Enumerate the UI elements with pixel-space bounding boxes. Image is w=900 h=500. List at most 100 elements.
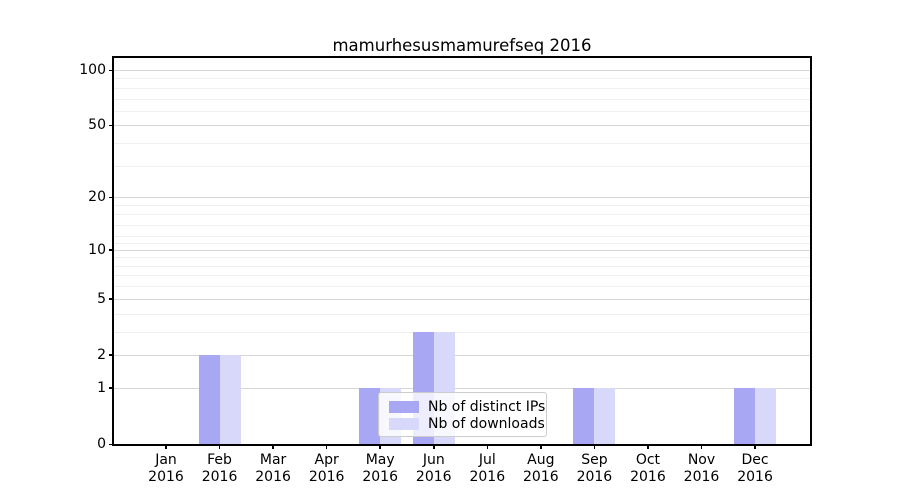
x-tick-label: Oct 2016 <box>606 452 690 486</box>
x-tick-label: Nov 2016 <box>660 452 744 486</box>
y-tick-mark <box>109 387 114 389</box>
gridline-minor <box>114 265 810 267</box>
x-tick-month: Mar <box>259 452 287 468</box>
x-tick-label: Feb 2016 <box>178 452 262 486</box>
x-tick-year: 2016 <box>683 469 720 485</box>
y-tick-label: 50 <box>88 117 106 134</box>
y-tick-label: 0 <box>97 436 106 452</box>
x-tick-year: 2016 <box>255 469 291 485</box>
x-tick-month: Jul <box>478 452 496 468</box>
gridline-minor <box>114 78 810 80</box>
x-tick-mark <box>486 444 489 449</box>
bar-distinct-ips <box>359 387 381 444</box>
x-tick-year: 2016 <box>362 469 398 485</box>
x-tick-label: Jan 2016 <box>124 452 208 486</box>
bar-downloads <box>755 387 777 444</box>
x-tick-year: 2016 <box>148 469 184 485</box>
gridline-minor <box>114 165 810 167</box>
x-tick-label: May 2016 <box>338 452 422 486</box>
y-tick-label: 100 <box>79 62 106 78</box>
y-tick-mark <box>109 443 114 446</box>
gridline-major <box>114 249 810 251</box>
x-tick-mark <box>165 444 167 449</box>
x-tick-mark <box>700 444 703 449</box>
x-tick-year: 2016 <box>737 469 773 485</box>
y-tick-label: 2 <box>97 346 106 363</box>
x-tick-month: Dec <box>741 452 769 468</box>
x-tick-mark <box>379 444 381 449</box>
gridline-minor <box>114 224 810 226</box>
x-tick-label: Apr 2016 <box>285 452 369 486</box>
bar-distinct-ips <box>573 387 595 444</box>
x-tick-month: Nov <box>687 452 716 468</box>
x-tick-month: Apr <box>314 452 339 468</box>
y-tick-label: 20 <box>88 189 106 206</box>
gridline-major <box>114 298 810 300</box>
x-tick-year: 2016 <box>469 469 506 485</box>
x-tick-label: Jul 2016 <box>445 452 529 486</box>
x-tick-mark <box>432 444 435 449</box>
chart-title: mamurhesusmamurefseq 2016 <box>332 36 592 55</box>
gridline-minor <box>114 242 810 244</box>
gridline-major <box>114 387 810 389</box>
gridline-major <box>114 125 810 127</box>
legend-row: Nb of distinct IPs <box>389 398 545 415</box>
y-tick-mark <box>109 354 114 357</box>
y-tick-mark <box>109 249 114 251</box>
x-tick-month: Feb <box>207 452 232 468</box>
y-tick-label: 10 <box>88 241 106 258</box>
gridline-minor <box>114 214 810 216</box>
gridline-minor <box>114 205 810 207</box>
x-tick-year: 2016 <box>576 469 613 485</box>
x-tick-month: Sep <box>581 452 608 468</box>
legend: Nb of distinct IPs Nb of downloads <box>378 392 547 437</box>
x-tick-month: Aug <box>527 452 555 468</box>
legend-label: Nb of downloads <box>428 415 545 432</box>
x-tick-mark <box>325 444 328 449</box>
y-tick-label: 5 <box>97 290 106 307</box>
x-tick-year: 2016 <box>201 469 238 485</box>
x-tick-month: Oct <box>635 452 661 468</box>
x-tick-mark <box>593 444 596 449</box>
x-tick-month: May <box>365 452 395 468</box>
x-tick-month: Jan <box>155 452 177 468</box>
y-tick-label: 1 <box>97 379 106 396</box>
legend-label: Nb of distinct IPs <box>428 398 546 415</box>
bar-downloads <box>594 387 616 444</box>
plot-area: Nb of distinct IPs Nb of downloads <box>112 56 812 446</box>
legend-row: Nb of downloads <box>389 415 545 432</box>
x-tick-mark <box>647 444 649 449</box>
x-tick-mark <box>218 444 221 449</box>
bar-distinct-ips <box>198 354 220 444</box>
gridline-minor <box>114 275 810 277</box>
x-tick-label: Dec 2016 <box>713 452 797 486</box>
gridline-minor <box>114 236 810 238</box>
gridline-minor <box>114 286 810 288</box>
y-tick-mark <box>109 124 114 127</box>
x-tick-label: Mar 2016 <box>231 452 315 486</box>
gridline-minor <box>114 313 810 315</box>
x-tick-year: 2016 <box>630 469 666 485</box>
gridline-major <box>114 70 810 71</box>
x-tick-year: 2016 <box>523 469 559 485</box>
legend-swatch <box>389 417 419 430</box>
x-tick-mark <box>754 444 756 449</box>
x-tick-year: 2016 <box>308 469 345 485</box>
y-tick-mark <box>109 69 114 72</box>
y-tick-mark <box>109 298 114 300</box>
gridline-minor <box>114 257 810 259</box>
gridline-minor <box>114 110 810 112</box>
bar-distinct-ips <box>734 387 756 444</box>
legend-swatch <box>389 400 419 413</box>
gridline-major <box>114 197 810 199</box>
x-tick-label: Aug 2016 <box>499 452 583 486</box>
gridline-minor <box>114 143 810 145</box>
gridline-minor <box>114 87 810 89</box>
x-tick-label: Sep 2016 <box>552 452 636 486</box>
x-tick-label: Jun 2016 <box>392 452 476 486</box>
gridline-major <box>114 354 810 356</box>
gridline-minor <box>114 331 810 333</box>
x-tick-mark <box>540 444 542 449</box>
y-tick-mark <box>109 196 114 199</box>
